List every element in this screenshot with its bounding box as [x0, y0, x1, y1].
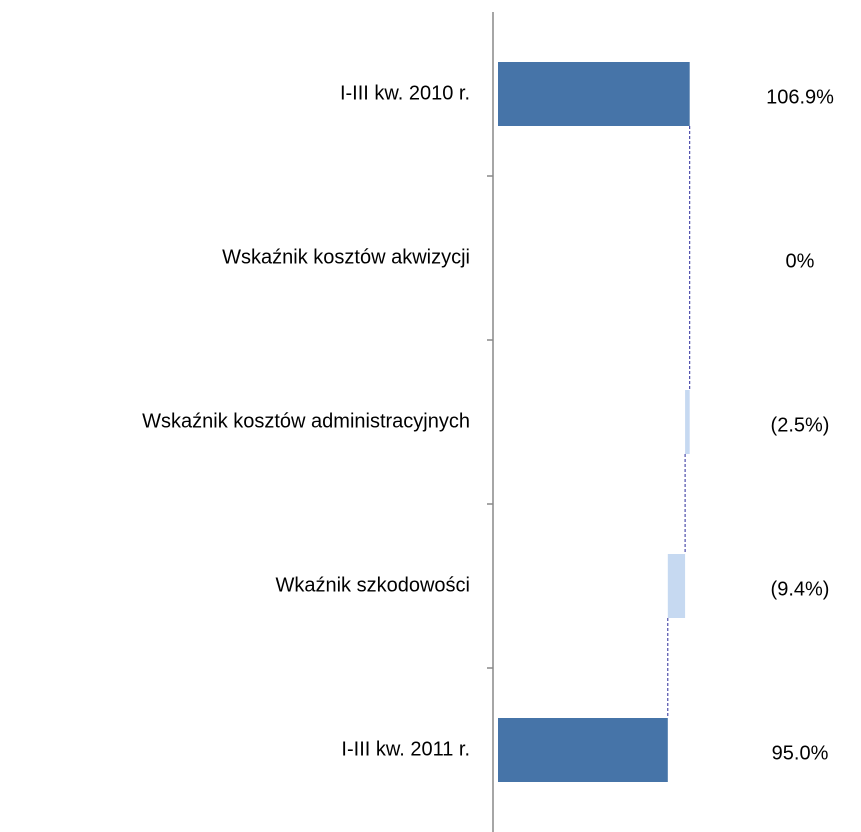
value-label: 95.0%: [772, 742, 829, 764]
value-label: 0%: [786, 250, 815, 272]
value-label: 106.9%: [766, 86, 834, 108]
category-label: Wskaźnik kosztów akwizycji: [222, 246, 470, 268]
category-label: Wkaźnik szkodowości: [275, 574, 470, 596]
category-label: I-III kw. 2010 r.: [340, 82, 470, 104]
category-label: I-III kw. 2011 r.: [341, 738, 470, 760]
bar: [498, 718, 668, 782]
value-label: (9.4%): [771, 578, 830, 600]
category-label: Wskaźnik kosztów administracyjnych: [142, 410, 470, 432]
value-label: (2.5%): [771, 414, 830, 436]
bar: [498, 62, 690, 126]
bar: [685, 390, 690, 454]
bar: [667, 554, 686, 618]
